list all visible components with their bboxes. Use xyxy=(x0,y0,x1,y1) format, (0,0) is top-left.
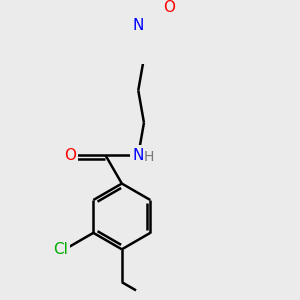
Text: Cl: Cl xyxy=(53,242,68,257)
Text: O: O xyxy=(64,148,76,163)
Text: O: O xyxy=(163,1,175,16)
Text: N: N xyxy=(133,18,144,33)
Text: H: H xyxy=(144,150,154,164)
Text: N: N xyxy=(133,148,144,163)
